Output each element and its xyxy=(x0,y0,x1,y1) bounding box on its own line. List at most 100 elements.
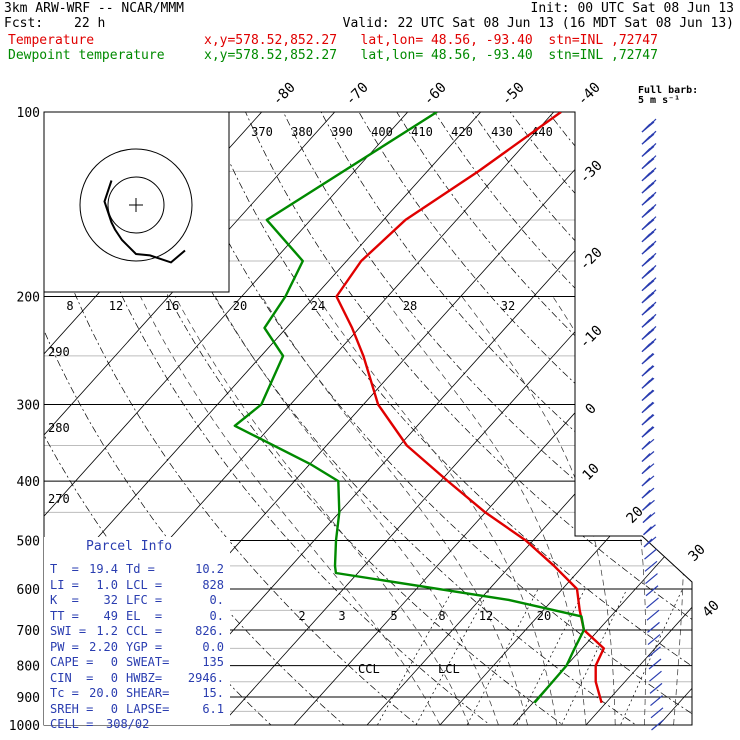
dry-adiabat-line xyxy=(270,112,692,725)
pressure-tick-label: 100 xyxy=(17,106,40,121)
temperature-legend-info: x,y=578.52,852.27 lat,lon= 48.56, -93.40… xyxy=(204,33,658,48)
wind-barb-flag xyxy=(641,453,651,462)
wind-barb-staff xyxy=(645,585,659,597)
theta-label: 370 xyxy=(251,125,273,139)
wind-barb-staff xyxy=(650,695,663,707)
parcel-info-value: 308/02 xyxy=(106,717,150,731)
parcel-info-value: 1.2 xyxy=(96,624,118,638)
dry-adiabat-line xyxy=(343,112,692,725)
dewpoint-profile xyxy=(233,112,586,704)
mixing-ratio-line xyxy=(460,588,539,725)
isotherm-line xyxy=(720,84,740,738)
parcel-info-value: 0.0 xyxy=(202,639,224,654)
theta-label: 400 xyxy=(371,125,393,139)
theta-label: 420 xyxy=(451,125,473,139)
wind-barb xyxy=(641,240,657,255)
mixing-ratio-label: 3 xyxy=(338,609,345,623)
isotherm-line xyxy=(647,112,692,725)
wind-barb-flag xyxy=(647,252,657,262)
isotherm-line xyxy=(44,112,361,725)
wind-barb-flag xyxy=(644,377,654,387)
parcel-info-key: T = xyxy=(50,562,79,576)
parcel-info-key: SREH = xyxy=(50,701,94,716)
wind-barb xyxy=(645,585,659,597)
isotherm-label: -70 xyxy=(343,80,372,109)
parcel-info-value: 0 xyxy=(110,701,118,716)
parcel-info-key: K = xyxy=(50,593,79,607)
dry-adiabat-line xyxy=(600,112,692,725)
parcel-info-key: HWBZ= xyxy=(126,670,163,685)
wind-barb xyxy=(641,487,655,499)
theta-label: 410 xyxy=(411,125,433,139)
valid-time: Valid: 22 UTC Sat 08 Jun 13 (16 MDT Sat … xyxy=(342,16,734,31)
barb-legend-line2: 5 m s⁻¹ xyxy=(638,95,681,106)
mixing-ratio-label: 2 xyxy=(298,609,305,623)
mixing-ratio-line xyxy=(510,588,586,725)
wind-barb-flag xyxy=(647,142,657,152)
hodograph-ring xyxy=(107,176,165,234)
wind-barb xyxy=(641,252,657,267)
parcel-info-key: TT = xyxy=(50,608,79,623)
wind-barb-flag xyxy=(643,526,652,536)
wind-barb xyxy=(647,621,660,633)
parcel-info-key: CIN = xyxy=(50,670,94,685)
mixing-ratio-label: 5 xyxy=(390,609,397,623)
isotherm-line xyxy=(209,112,692,725)
wind-barb xyxy=(641,265,657,279)
parcel-info-value: 0 xyxy=(110,670,118,685)
wind-barb-flag xyxy=(643,538,653,548)
wind-barb xyxy=(641,475,655,487)
wind-barb-staff xyxy=(644,560,658,572)
wind-barb xyxy=(642,512,656,523)
dry-adiabat-line xyxy=(711,84,740,738)
pressure-tick-label: 800 xyxy=(17,660,40,675)
parcel-info-key: LAPSE= xyxy=(126,701,170,716)
wind-barb xyxy=(641,413,655,426)
wind-barb-flag xyxy=(647,216,657,226)
wind-barb xyxy=(641,377,655,389)
wind-barb-staff xyxy=(651,719,664,731)
hodograph-speed-label: 28 xyxy=(403,299,417,313)
parcel-info-key: SWEAT= xyxy=(126,655,170,669)
wind-barb-flag xyxy=(647,179,657,189)
wind-barb-flag xyxy=(647,118,657,128)
dry-adiabat-line xyxy=(233,112,692,725)
parcel-info-key: Tc = xyxy=(50,686,79,700)
wind-barb xyxy=(645,573,658,585)
wind-barb-flag xyxy=(647,204,657,213)
wind-barb xyxy=(641,179,657,194)
parcel-info-row: CAPE = 0 SWEAT= 135 xyxy=(50,655,226,669)
dry-adiabat-label: 280 xyxy=(48,421,70,435)
isotherm-label: 10 xyxy=(580,461,603,484)
parcel-info-key: PW = xyxy=(50,639,79,654)
isotherm-line xyxy=(501,112,692,725)
wind-barb xyxy=(648,646,661,658)
parcel-info-row: LI = 1.0 LCL = 828 xyxy=(50,578,226,592)
pressure-tick-label: 200 xyxy=(17,291,40,306)
wind-barb xyxy=(641,326,657,340)
mixing-ratio-label: 12 xyxy=(479,609,493,623)
lcl-marker-label: LCL xyxy=(438,662,460,676)
wind-barb xyxy=(644,560,658,572)
wind-barb xyxy=(641,277,657,292)
wind-barb-flag xyxy=(647,167,657,177)
dry-adiabat-line xyxy=(673,112,692,725)
ccl-marker-label: CCL xyxy=(358,662,380,676)
parcel-info-value: 32 xyxy=(103,593,118,607)
wind-barb xyxy=(646,597,659,609)
dry-adiabat-line xyxy=(380,112,692,725)
wind-barb xyxy=(641,365,655,377)
parcel-info-key: CELL = xyxy=(50,717,94,731)
hodograph-speed-label: 12 xyxy=(109,299,123,313)
isotherm-line xyxy=(355,112,692,725)
mixing-ratio-line xyxy=(555,588,628,725)
parcel-info-value: 19.4 xyxy=(89,562,118,576)
wind-barb-staff xyxy=(649,670,662,682)
parcel-info-value: 0. xyxy=(209,593,224,607)
wind-barbs xyxy=(641,118,664,731)
wind-barb xyxy=(641,301,657,316)
parcel-info-value: 826. xyxy=(195,624,224,638)
parcel-info-title: Parcel Info xyxy=(86,539,173,554)
parcel-info-value: 6.1 xyxy=(202,701,224,716)
dry-adiabat-label: 290 xyxy=(48,345,70,359)
